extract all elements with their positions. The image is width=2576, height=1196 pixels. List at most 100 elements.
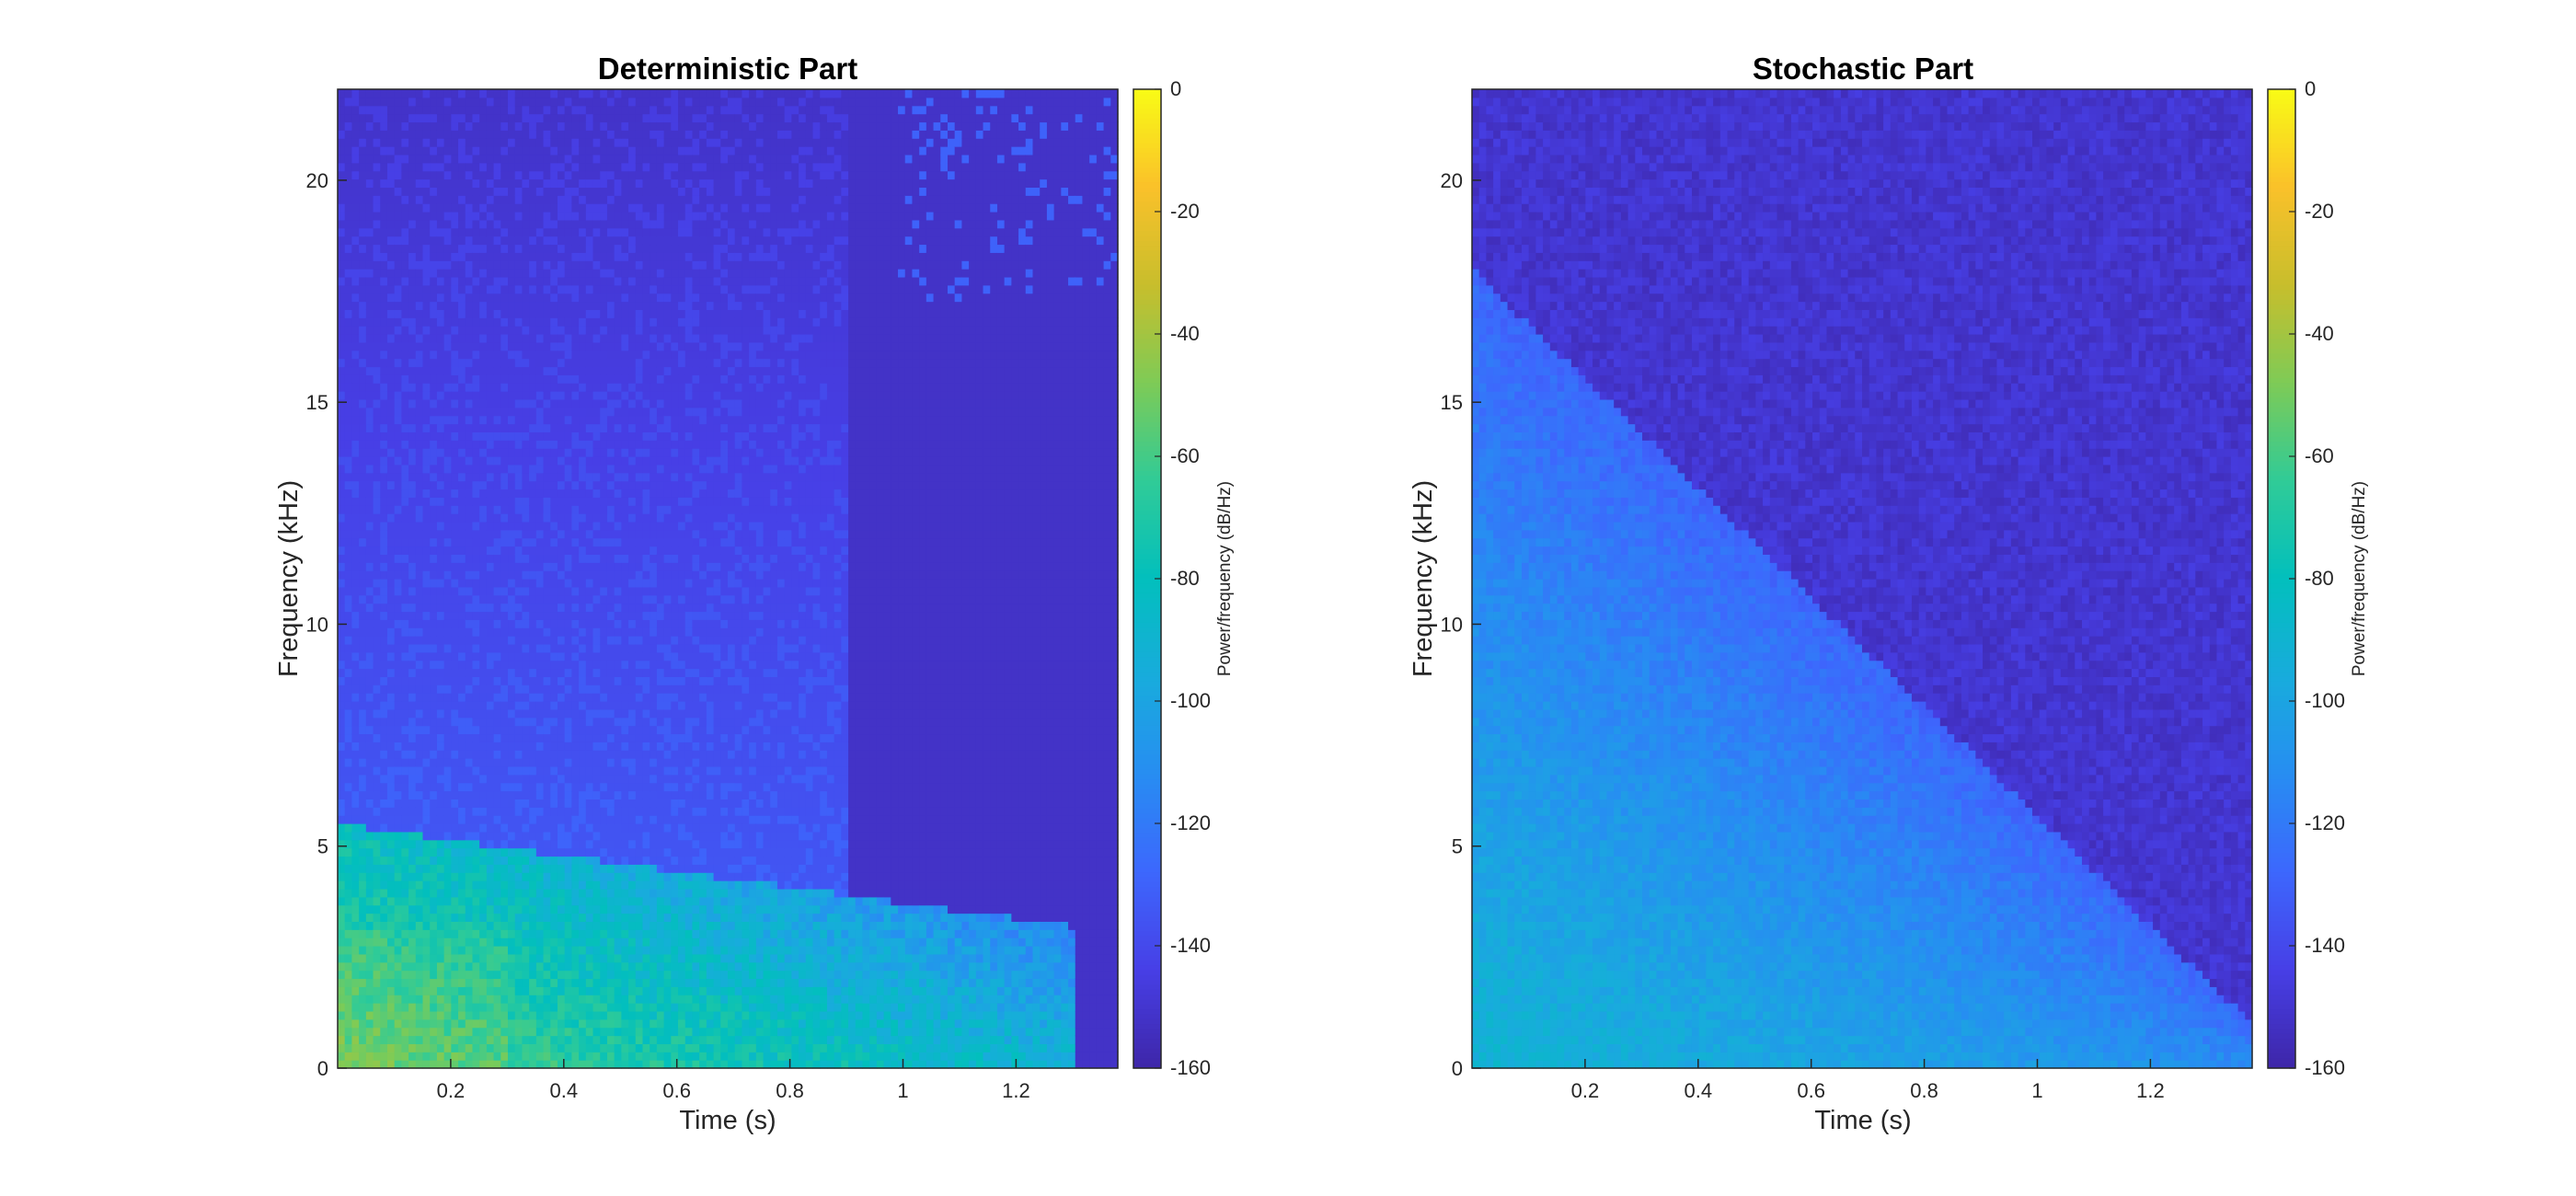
heatmap-cell [529,1018,537,1029]
heatmap-cell [344,643,353,653]
heatmap-cell [386,407,396,417]
heatmap-cell [522,693,530,702]
heatmap-cell [628,733,637,742]
heatmap-cell [451,431,459,441]
heatmap-cell [514,146,523,155]
heatmap-cell [500,505,509,514]
heatmap-cell [557,978,566,987]
heatmap-cell [628,831,637,841]
heatmap-cell [600,611,608,620]
heatmap-cell [600,643,608,653]
heatmap-cell [415,839,424,849]
heatmap-cell [564,1027,572,1037]
heatmap-cell [365,350,374,360]
heatmap-cell [579,407,587,417]
heatmap-cell [529,946,537,955]
heatmap-cell [338,961,346,972]
heatmap-cell [529,774,537,784]
heatmap-cell [401,807,409,816]
heatmap-cell [600,121,608,131]
heatmap-cell [522,619,530,628]
heatmap-cell [351,170,360,180]
heatmap-cell [338,236,346,246]
heatmap-cell [338,880,346,890]
heatmap-cell [508,619,516,628]
heatmap-cell [386,913,396,922]
heatmap-cell [451,651,459,661]
heatmap-cell [571,953,580,963]
heatmap-cell [472,431,480,441]
heatmap-cell [493,423,501,432]
heatmap-cell [472,423,480,432]
heatmap-cell [394,611,402,620]
heatmap-cell [386,269,396,278]
heatmap-cell [386,636,396,645]
heatmap-cell [592,341,601,351]
heatmap-cell [408,178,417,188]
heatmap-cell [571,1027,580,1037]
heatmap-cell [451,733,459,742]
heatmap-cell [430,929,438,938]
heatmap-cell [386,643,396,653]
heatmap-cell [529,1027,537,1037]
heatmap-cell [443,105,452,115]
heatmap-cell [430,480,438,490]
heatmap-cell [514,579,523,588]
heatmap-cell [592,693,601,702]
heatmap-cell [394,431,402,441]
heatmap-cell [380,888,388,898]
heatmap-cell [486,758,495,767]
heatmap-cell [535,946,545,955]
heatmap-cell [600,203,608,213]
heatmap-cell [401,284,409,294]
heatmap-cell [422,554,431,563]
heatmap-cell [408,668,417,677]
heatmap-cell [365,513,374,523]
heatmap-cell [628,627,637,637]
heatmap-cell [338,701,346,710]
heatmap-cell [592,929,601,938]
heatmap-cell [564,212,572,221]
heatmap-cell [415,765,424,776]
heatmap-cell [365,684,374,694]
heatmap-cell [408,742,417,751]
heatmap-cell [522,252,530,261]
heatmap-cell [465,383,474,392]
heatmap-cell [436,831,445,841]
heatmap-cell [557,105,566,115]
heatmap-cell [529,668,537,677]
heatmap-cell [373,244,381,253]
heatmap-cell [585,448,594,457]
heatmap-cell [422,350,431,360]
heatmap-cell [592,611,601,620]
heatmap-cell [436,839,445,849]
heatmap-cell [514,154,523,164]
heatmap-cell [451,1060,459,1069]
heatmap-cell [535,636,545,645]
heatmap-cell [386,619,396,628]
heatmap-cell [550,758,558,767]
heatmap-cell [415,309,424,318]
heatmap-cell [557,1052,566,1061]
heatmap-cell [522,448,530,457]
heatmap-cell [557,260,566,270]
heatmap-cell [344,537,353,547]
heatmap-cell [443,383,452,392]
heatmap-cell [422,366,431,375]
heatmap-cell [571,398,580,408]
heatmap-cell [415,244,424,253]
heatmap-cell [479,579,488,588]
heatmap-cell [479,636,488,645]
heatmap-cell [621,733,629,742]
heatmap-cell [472,693,480,702]
heatmap-cell [479,212,488,221]
heatmap-cell [338,497,346,506]
heatmap-cell [373,774,381,784]
heatmap-cell [557,284,566,294]
heatmap-cell [351,260,360,270]
heatmap-cell [422,480,431,490]
heatmap-cell [479,326,488,335]
heatmap-cell [344,236,353,246]
heatmap-cell [529,154,537,164]
heatmap-cell [585,121,594,131]
